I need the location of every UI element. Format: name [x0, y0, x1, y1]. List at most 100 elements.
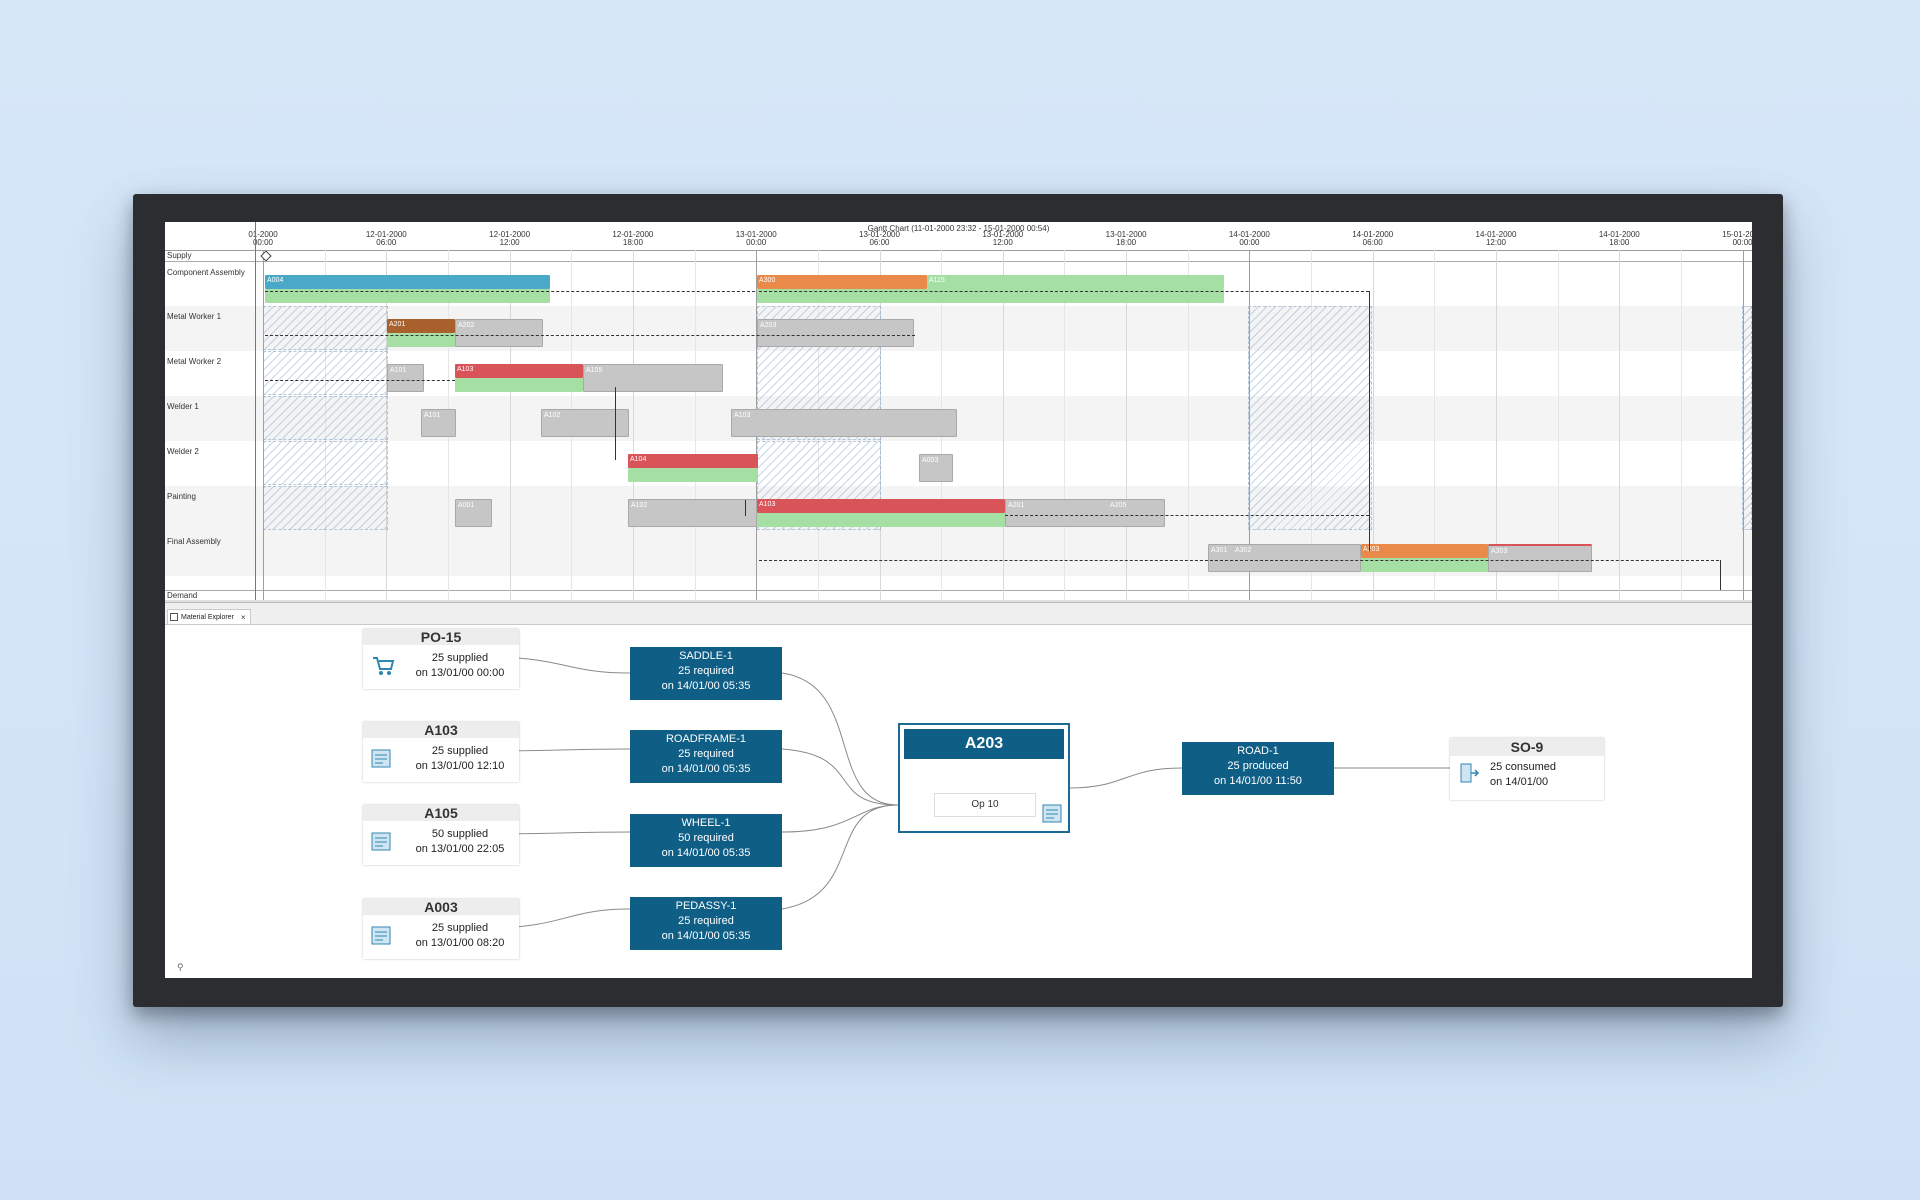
- production-node[interactable]: ROAD-1 25 produced on 14/01/00 11:50: [1182, 742, 1334, 795]
- supply-node[interactable]: A003 25 supplied on 13/01/00 08:20: [363, 899, 519, 959]
- task-label: A105: [586, 367, 603, 374]
- time-tick-label: 14-01-2000 18:00: [1589, 231, 1649, 247]
- task-label: A001: [458, 502, 475, 509]
- tab-material-explorer[interactable]: Material Explorer ×: [167, 609, 251, 624]
- sales-order-node[interactable]: SO-9 25 consumed on 14/01/00: [1450, 738, 1604, 800]
- task-bar[interactable]: A103: [455, 364, 583, 378]
- supplied-date: on 13/01/00 00:00: [415, 667, 505, 679]
- task-bar[interactable]: A102: [541, 409, 629, 437]
- task-progress-bar[interactable]: [455, 378, 583, 392]
- connector: [781, 804, 899, 910]
- gantt-chart[interactable]: Gantt Chart (11-01-2000 23:32 - 15-01-20…: [165, 222, 1752, 602]
- supplied-date: on 13/01/00 08:20: [415, 937, 505, 949]
- unavailable-period: [263, 351, 388, 395]
- row-supply: Supply: [165, 250, 1752, 262]
- row-label-painting: Painting: [167, 492, 196, 501]
- tick-time: 00:00: [1732, 238, 1752, 247]
- required-date: on 14/01/00 05:35: [661, 847, 751, 859]
- task-bar[interactable]: A101: [387, 364, 424, 392]
- consumed-qty: 25 consumed: [1490, 761, 1557, 773]
- task-label: A103: [734, 412, 751, 419]
- task-label: A201: [389, 321, 406, 328]
- task-bar[interactable]: A202: [455, 319, 543, 347]
- task-label: A103: [457, 366, 474, 373]
- tick-time: 18:00: [622, 238, 643, 247]
- task-label: A102: [544, 412, 561, 419]
- task-label: A205: [1110, 502, 1127, 509]
- time-tick-label: 01-2000 00:00: [233, 231, 293, 247]
- requirement-node[interactable]: ROADFRAME-1 25 required on 14/01/00 05:3…: [630, 730, 782, 783]
- tick-time: 00:00: [746, 238, 767, 247]
- task-bar[interactable]: A101: [421, 409, 456, 437]
- gantt-horizontal-scrollbar[interactable]: [165, 600, 1752, 602]
- task-bar[interactable]: A201 A205: [1005, 499, 1165, 527]
- task-bar[interactable]: A103: [731, 409, 957, 437]
- material-explorer-canvas[interactable]: PO-15 25 supplied on 13/01/00 00:00 A103…: [165, 625, 1752, 978]
- task-bar[interactable]: A103: [757, 499, 1005, 513]
- tick-date: 14-01-2000: [1228, 230, 1270, 239]
- task-progress-bar[interactable]: [628, 468, 758, 482]
- close-icon[interactable]: ×: [240, 612, 246, 622]
- tick-time: 00:00: [252, 238, 274, 247]
- task-progress-bar[interactable]: A115: [927, 275, 1224, 289]
- node-title: A003: [363, 899, 519, 915]
- dependency-link: [1369, 291, 1370, 551]
- required-qty: 50 required: [678, 832, 734, 844]
- task-bar[interactable]: A300: [757, 275, 927, 289]
- supply-node[interactable]: A103 25 supplied on 13/01/00 12:10: [363, 722, 519, 782]
- task-bar[interactable]: A104: [628, 454, 758, 468]
- tick-time: 12:00: [992, 238, 1013, 247]
- supplied-qty: 25 supplied: [431, 745, 489, 757]
- gridline: [1187, 250, 1189, 602]
- row-label-supply: Supply: [167, 251, 192, 260]
- time-tick-label: 14-01-2000 00:00: [1219, 231, 1279, 247]
- task-progress-bar[interactable]: [387, 333, 455, 347]
- supply-node[interactable]: A105 50 supplied on 13/01/00 22:05: [363, 805, 519, 865]
- supply-node[interactable]: PO-15 25 supplied on 13/01/00 00:00: [363, 629, 519, 689]
- tick-date: 14-01-2000: [1598, 230, 1640, 239]
- tick-date: 15-01-2000: [1722, 230, 1752, 239]
- gridline: [1680, 250, 1682, 602]
- task-progress-bar[interactable]: [265, 289, 550, 303]
- tick-date: 12-01-2000: [365, 230, 407, 239]
- produced-date: on 14/01/00 11:50: [1214, 775, 1302, 787]
- zoom-icon[interactable]: ⚲: [177, 962, 184, 972]
- tick-date: 14-01-2000: [1352, 230, 1394, 239]
- time-tick-label: 13-01-2000 18:00: [1096, 231, 1156, 247]
- task-bar[interactable]: A201: [387, 319, 455, 333]
- task-progress-bar[interactable]: [757, 513, 1005, 527]
- row-label-welder-2: Welder 2: [167, 447, 199, 456]
- requirement-node[interactable]: PEDASSY-1 25 required on 14/01/00 05:35: [630, 897, 782, 950]
- requirement-node[interactable]: WHEEL-1 50 required on 14/01/00 05:35: [630, 814, 782, 867]
- row-label-metal-worker-2: Metal Worker 2: [167, 357, 222, 366]
- supplied-qty: 25 supplied: [431, 652, 489, 664]
- task-bar[interactable]: A301 A302: [1208, 544, 1361, 572]
- task-progress-bar[interactable]: [1361, 558, 1488, 572]
- task-bar[interactable]: A001: [455, 499, 492, 527]
- time-tick-label: 12-01-2000 12:00: [480, 231, 540, 247]
- operation-node[interactable]: A203 Op 10: [898, 723, 1070, 833]
- time-tick-label: 14-01-2000 12:00: [1466, 231, 1526, 247]
- task-label: A115: [929, 277, 945, 284]
- task-bar[interactable]: A004: [265, 275, 550, 289]
- task-bar[interactable]: A203: [1361, 544, 1488, 558]
- task-bar[interactable]: A003: [919, 454, 953, 482]
- task-bar[interactable]: A203: [757, 319, 914, 347]
- task-label: A004: [267, 277, 284, 284]
- requirement-node[interactable]: SADDLE-1 25 required on 14/01/00 05:35: [630, 647, 782, 700]
- dependency-link: [265, 291, 755, 292]
- operation-step[interactable]: Op 10: [934, 793, 1036, 817]
- task-bar[interactable]: A102: [628, 499, 757, 527]
- connector: [1069, 767, 1183, 789]
- tick-time: 00:00: [1239, 238, 1260, 247]
- unavailable-period: [263, 441, 388, 485]
- task-bar[interactable]: A303: [1488, 544, 1592, 572]
- gridline: [1064, 250, 1066, 602]
- task-bar[interactable]: A105: [583, 364, 723, 392]
- task-progress-bar[interactable]: [757, 289, 1224, 303]
- gridline: [1372, 250, 1374, 602]
- dependency-link: [759, 560, 1719, 561]
- task-label: A201: [1008, 502, 1025, 509]
- tick-date: 13-01-2000: [859, 230, 900, 239]
- supplied-qty: 25 supplied: [431, 922, 489, 934]
